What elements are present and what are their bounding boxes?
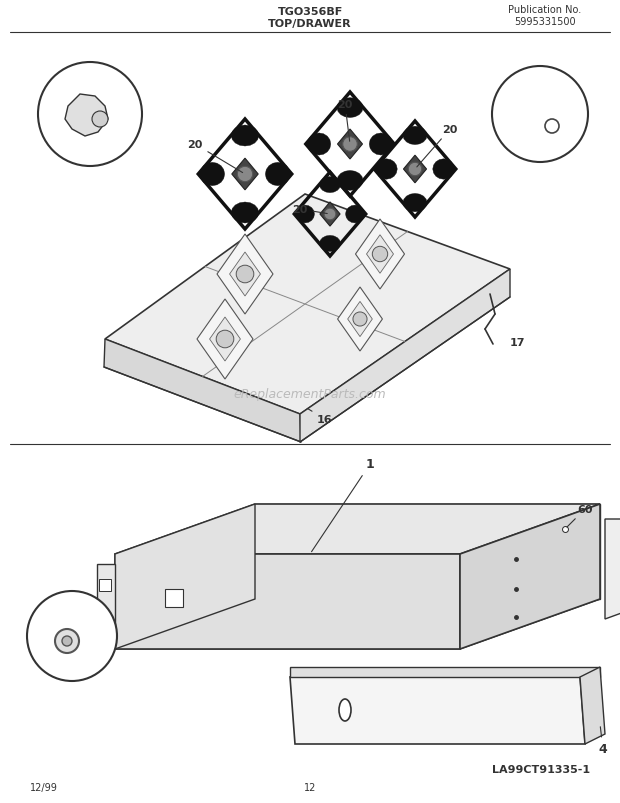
Text: 12/99: 12/99 [30, 782, 58, 792]
Polygon shape [65, 95, 108, 137]
Polygon shape [97, 565, 115, 639]
Circle shape [216, 331, 234, 349]
Circle shape [205, 167, 220, 182]
Polygon shape [404, 156, 427, 184]
Circle shape [409, 197, 422, 210]
Text: 60: 60 [567, 504, 593, 528]
Circle shape [299, 209, 311, 221]
Ellipse shape [339, 699, 351, 721]
Polygon shape [337, 99, 363, 118]
Text: 20: 20 [187, 140, 242, 173]
Polygon shape [320, 202, 340, 226]
Polygon shape [370, 134, 392, 156]
Text: 5995331500: 5995331500 [514, 17, 576, 27]
Polygon shape [580, 667, 605, 744]
Polygon shape [232, 159, 258, 190]
Bar [99, 579, 111, 591]
Circle shape [236, 266, 254, 283]
Text: 7: 7 [73, 655, 79, 665]
Polygon shape [460, 504, 600, 649]
Text: 2: 2 [0, 802, 1, 803]
Polygon shape [200, 163, 224, 186]
Circle shape [38, 63, 142, 167]
Text: 4: 4 [599, 727, 608, 756]
Circle shape [237, 206, 252, 221]
Polygon shape [255, 504, 600, 599]
Polygon shape [337, 171, 363, 191]
Text: TGO356BF: TGO356BF [277, 7, 343, 17]
Text: 1: 1 [311, 458, 374, 552]
Polygon shape [319, 177, 340, 194]
Circle shape [343, 174, 357, 189]
Polygon shape [197, 300, 253, 380]
Text: 20: 20 [337, 100, 353, 142]
Text: TOP/DRAWER: TOP/DRAWER [268, 19, 352, 29]
Polygon shape [338, 287, 383, 352]
Polygon shape [231, 202, 259, 224]
Circle shape [312, 137, 326, 152]
Polygon shape [104, 340, 301, 442]
Circle shape [324, 209, 336, 221]
Text: Publication No.: Publication No. [508, 5, 582, 15]
Circle shape [62, 636, 72, 646]
Circle shape [374, 137, 388, 152]
Polygon shape [115, 554, 460, 649]
Polygon shape [115, 504, 600, 554]
Circle shape [324, 180, 336, 191]
Text: LA99CT91335-1: LA99CT91335-1 [492, 764, 590, 774]
Text: 17: 17 [510, 337, 526, 348]
Circle shape [343, 137, 357, 152]
Polygon shape [308, 134, 330, 156]
Text: 18A: 18A [99, 78, 120, 88]
Circle shape [92, 112, 108, 128]
Polygon shape [296, 206, 314, 224]
Text: eReplacementParts.com: eReplacementParts.com [234, 388, 386, 401]
Polygon shape [290, 677, 585, 744]
Polygon shape [115, 599, 600, 649]
Text: 20: 20 [292, 205, 327, 214]
Circle shape [237, 167, 253, 182]
Polygon shape [355, 220, 404, 290]
Circle shape [27, 591, 117, 681]
Circle shape [380, 163, 393, 177]
Bar [165, 589, 183, 607]
Polygon shape [366, 235, 394, 274]
Circle shape [237, 128, 252, 144]
Polygon shape [210, 318, 241, 361]
Polygon shape [433, 160, 454, 180]
Circle shape [324, 238, 336, 250]
Polygon shape [348, 302, 373, 337]
Polygon shape [376, 160, 397, 180]
Circle shape [372, 247, 388, 263]
Polygon shape [115, 504, 255, 649]
Circle shape [437, 163, 450, 177]
Polygon shape [105, 195, 510, 414]
Polygon shape [403, 127, 427, 145]
Circle shape [343, 101, 357, 116]
Text: 16: 16 [308, 409, 333, 425]
Circle shape [409, 129, 422, 143]
Polygon shape [265, 163, 290, 186]
Circle shape [55, 630, 79, 653]
Polygon shape [231, 126, 259, 147]
Polygon shape [229, 253, 260, 296]
Polygon shape [403, 194, 427, 213]
Circle shape [349, 209, 361, 221]
Text: 20: 20 [417, 124, 458, 168]
Polygon shape [345, 206, 365, 224]
Circle shape [270, 167, 285, 182]
Circle shape [353, 312, 367, 327]
Circle shape [492, 67, 588, 163]
Polygon shape [337, 130, 363, 160]
Text: 12: 12 [304, 782, 316, 792]
Polygon shape [290, 667, 600, 677]
Text: 18: 18 [551, 82, 565, 92]
Polygon shape [605, 520, 620, 619]
Circle shape [409, 163, 422, 177]
Polygon shape [217, 234, 273, 315]
Polygon shape [319, 236, 340, 252]
Polygon shape [300, 270, 510, 442]
